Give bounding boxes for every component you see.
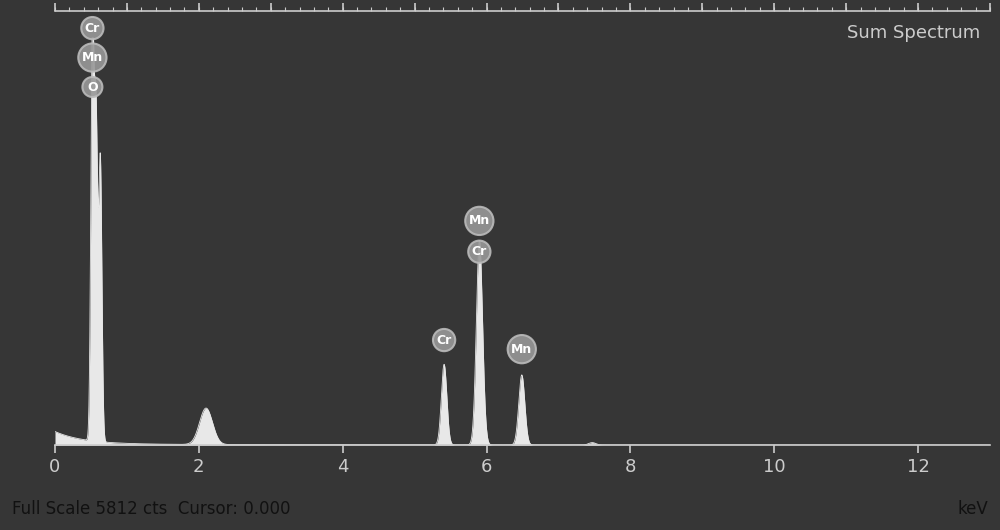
Text: keV: keV [957,500,988,518]
Text: Cr: Cr [85,22,100,34]
Text: Mn: Mn [469,215,490,227]
Text: Full Scale 5812 cts  Cursor: 0.000: Full Scale 5812 cts Cursor: 0.000 [12,500,290,518]
Text: Sum Spectrum: Sum Spectrum [847,24,981,42]
Text: O: O [87,81,98,93]
Text: Mn: Mn [82,51,103,64]
Text: Mn: Mn [511,343,532,356]
Text: Cr: Cr [436,333,452,347]
Text: Cr: Cr [472,245,487,258]
